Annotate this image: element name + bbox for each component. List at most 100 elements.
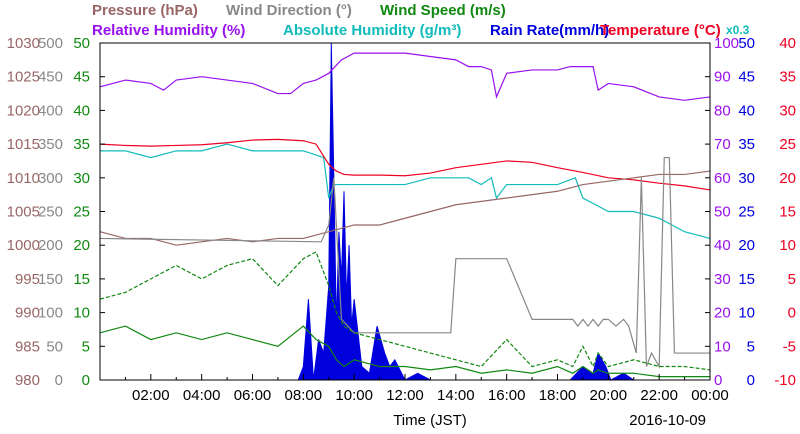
series-rain-rate: [290, 42, 710, 381]
y-tick-label: 300: [38, 170, 63, 187]
y-tick-label: 450: [38, 69, 63, 86]
y-tick-label: 0: [82, 372, 90, 389]
y-tick-label: 40: [779, 35, 796, 52]
y-tick-label: 30: [714, 271, 731, 288]
y-tick-label: -5: [783, 338, 796, 355]
y-tick-label: 20: [779, 170, 796, 187]
y-tick-label: 100: [38, 305, 63, 322]
x-tick-label: 22:00: [640, 387, 678, 404]
y-tick-label: 250: [38, 204, 63, 221]
y-tick-label: 60: [714, 170, 731, 187]
y-tick-label: 50: [73, 35, 90, 52]
y-tick-label: 150: [38, 271, 63, 288]
y-tick-label: 1000: [7, 237, 40, 254]
y-tick-label: 20: [738, 237, 755, 254]
y-tick-label: 30: [779, 102, 796, 119]
y-tick-label: 25: [779, 136, 796, 153]
y-tick-label: 10: [738, 305, 755, 322]
y-tick-label: 15: [738, 271, 755, 288]
y-tick-label: 0: [747, 372, 755, 389]
plot-area: [99, 42, 711, 381]
y-tick-label: 45: [738, 69, 755, 86]
legend-item: Relative Humidity (%): [92, 22, 245, 39]
x-tick-label: 04:00: [183, 387, 221, 404]
y-tick-label: 980: [15, 372, 40, 389]
legend-item: Pressure (hPa): [92, 2, 198, 19]
y-tick-label: 25: [73, 204, 90, 221]
y-tick-label: 35: [73, 136, 90, 153]
y-tick-label: 350: [38, 136, 63, 153]
y-tick-label: 100: [714, 35, 739, 52]
x-tick-label: 14:00: [437, 387, 475, 404]
y-tick-label: 5: [788, 271, 796, 288]
y-tick-label: 10: [73, 305, 90, 322]
y-tick-label: 40: [738, 102, 755, 119]
axes: 9809859909951000100510101015102010251030…: [7, 35, 796, 404]
series-temperature-c: [99, 138, 711, 191]
y-tick-label: 50: [738, 35, 755, 52]
series-pressure-hpa: [99, 170, 711, 246]
x-tick-label: 00:00: [691, 387, 729, 404]
y-tick-label: 200: [38, 237, 63, 254]
legend-item: Wind Speed (m/s): [380, 2, 506, 19]
y-tick-label: 1010: [7, 170, 40, 187]
y-tick-label: 995: [15, 271, 40, 288]
legend-item: Rain Rate(mm/h): [490, 22, 609, 39]
y-tick-label: 10: [714, 338, 731, 355]
y-tick-label: 40: [714, 237, 731, 254]
y-tick-label: 50: [46, 338, 63, 355]
series-absolute-humidity-g-m: [100, 143, 711, 240]
date-label: 2016-10-09: [629, 412, 706, 429]
y-tick-label: 10: [779, 237, 796, 254]
y-tick-label: 500: [38, 35, 63, 52]
y-tick-label: 35: [779, 69, 796, 86]
x-tick-label: 16:00: [488, 387, 526, 404]
y-tick-label: 1020: [7, 102, 40, 119]
x-axis-label: Time (JST): [393, 412, 467, 429]
x-tick-label: 18:00: [539, 387, 577, 404]
y-tick-label: 1030: [7, 35, 40, 52]
y-tick-label: 990: [15, 305, 40, 322]
rain-scale-note: x0.3: [726, 23, 750, 37]
series-wind-direction: [99, 156, 710, 369]
y-tick-label: 50: [714, 204, 731, 221]
y-tick-label: -10: [774, 372, 796, 389]
legend: Pressure (hPa) Wind Direction (°) Wind Spe…: [92, 2, 750, 39]
series-relative-humidity: [99, 52, 711, 101]
y-tick-label: 5: [82, 338, 90, 355]
y-tick-label: 0: [788, 305, 796, 322]
y-tick-label: 5: [747, 338, 755, 355]
legend-item: Absolute Humidity (g/m³): [283, 22, 461, 39]
y-tick-label: 15: [73, 271, 90, 288]
x-tick-label: 10:00: [335, 387, 373, 404]
y-tick-label: 20: [73, 237, 90, 254]
x-tick-label: 02:00: [132, 387, 170, 404]
legend-item: Wind Direction (°): [226, 2, 352, 19]
y-tick-label: 70: [714, 136, 731, 153]
y-tick-label: 400: [38, 102, 63, 119]
y-tick-label: 0: [714, 372, 722, 389]
y-tick-label: 15: [779, 204, 796, 221]
y-tick-label: 30: [73, 170, 90, 187]
y-tick-label: 1025: [7, 69, 40, 86]
x-tick-label: 08:00: [285, 387, 323, 404]
y-tick-label: 985: [15, 338, 40, 355]
y-tick-label: 20: [714, 305, 731, 322]
legend-item: Temperature (°C): [600, 22, 721, 39]
y-tick-label: 35: [738, 136, 755, 153]
y-tick-label: 0: [55, 372, 63, 389]
series-wind-speed-m-s-avg: [99, 325, 710, 378]
y-tick-label: 45: [73, 69, 90, 86]
series-wind-speed-m-s-gust: [99, 251, 711, 371]
y-tick-label: 30: [738, 170, 755, 187]
y-tick-label: 80: [714, 102, 731, 119]
y-tick-label: 90: [714, 69, 731, 86]
x-tick-label: 12:00: [386, 387, 424, 404]
y-tick-label: 1015: [7, 136, 40, 153]
y-tick-label: 40: [73, 102, 90, 119]
y-tick-label: 1005: [7, 204, 40, 221]
x-tick-label: 06:00: [234, 387, 272, 404]
y-tick-label: 25: [738, 204, 755, 221]
x-tick-label: 20:00: [590, 387, 628, 404]
